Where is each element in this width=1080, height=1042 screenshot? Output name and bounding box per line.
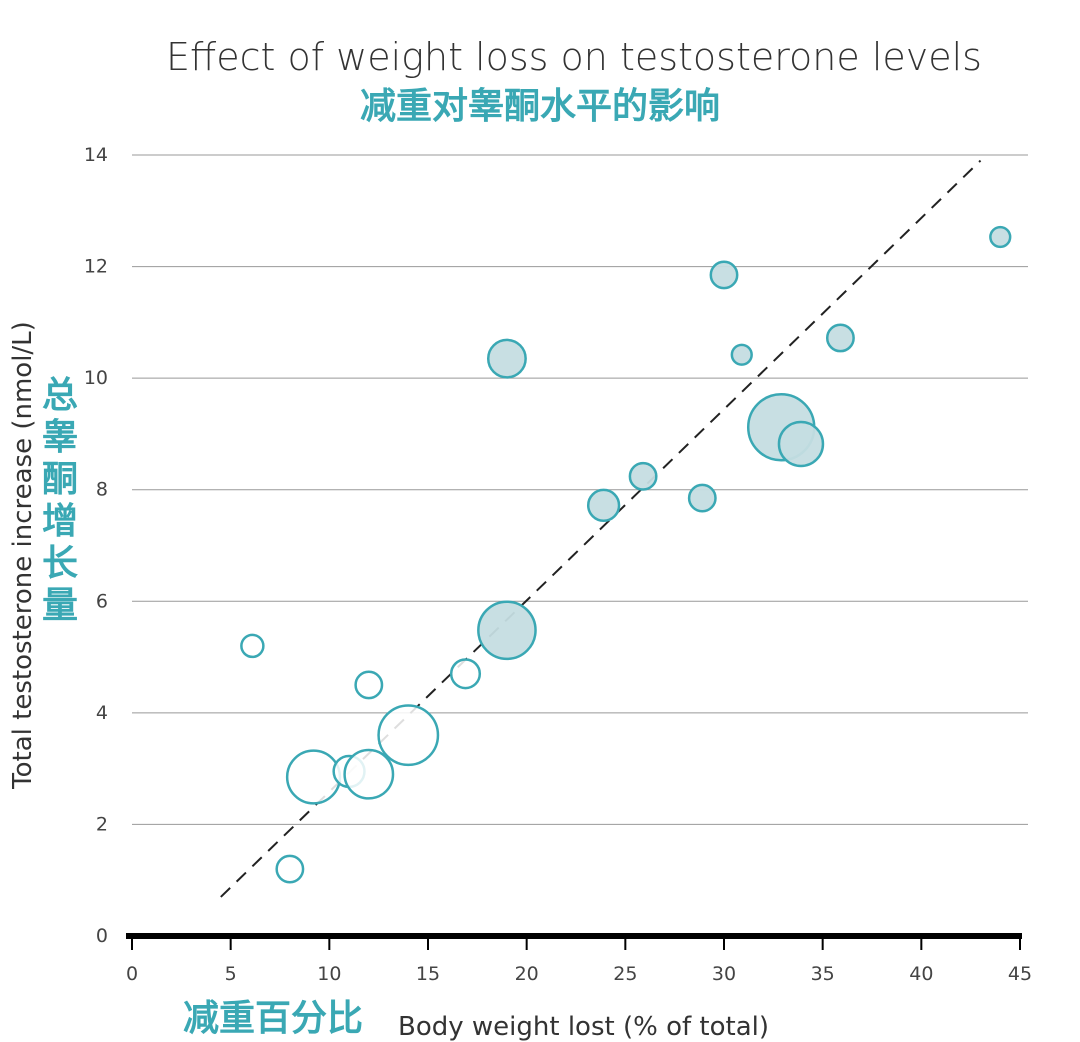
data-point <box>343 748 395 800</box>
y-axis-label-zh-char: 量 <box>42 585 78 626</box>
x-tick-label: 45 <box>1008 963 1032 985</box>
x-tick-label: 5 <box>225 963 237 985</box>
y-tick-label: 8 <box>96 479 108 501</box>
y-tick-label: 2 <box>96 813 108 835</box>
data-point <box>730 343 753 366</box>
data-point <box>709 260 739 290</box>
data-point <box>449 658 482 690</box>
gridlines <box>132 154 1028 825</box>
data-points <box>240 225 1012 884</box>
data-point <box>486 338 527 379</box>
data-point <box>628 461 658 491</box>
x-axis-label-zh: 减重百分比 <box>183 998 363 1039</box>
x-axis-label: Body weight lost (% of total) <box>398 1012 769 1042</box>
x-tick-label: 15 <box>416 963 440 985</box>
y-tick-label: 6 <box>96 590 108 612</box>
y-axis-label-zh-char: 睾 <box>42 417 78 458</box>
data-point <box>285 749 342 805</box>
x-tick-label: 10 <box>317 963 341 985</box>
data-point <box>687 483 717 513</box>
y-tick-label: 12 <box>84 256 108 278</box>
y-axis-label-zh-char: 长 <box>42 543 78 584</box>
y-axis-label-zh-char: 增 <box>42 501 78 542</box>
data-point <box>377 704 440 767</box>
data-point <box>777 420 825 468</box>
y-tick-label: 14 <box>84 144 108 166</box>
y-tick-label: 0 <box>96 925 108 947</box>
y-axis-label-zh-char: 总 <box>42 375 78 416</box>
y-axis-label-zh-char: 酮 <box>42 459 78 500</box>
data-point <box>240 633 265 659</box>
x-tick-label: 25 <box>613 963 637 985</box>
data-point <box>354 670 384 700</box>
y-tick-label: 4 <box>96 702 108 724</box>
x-tick-label: 20 <box>515 963 539 985</box>
y-tick-label: 10 <box>84 367 108 389</box>
data-point <box>477 600 537 661</box>
x-axis: 0 5 10 15 20 25 30 35 40 45 <box>126 933 1032 985</box>
data-point <box>586 488 621 522</box>
x-tick-label: 30 <box>712 963 736 985</box>
x-tick-label: 40 <box>909 963 933 985</box>
x-tick-label: 35 <box>811 963 835 985</box>
data-point <box>825 323 855 353</box>
y-axis-ticks: 0 2 4 6 8 10 12 14 <box>84 144 108 947</box>
x-tick-label: 0 <box>126 963 138 985</box>
chart-subtitle-zh: 减重对睾酮水平的影响 <box>360 86 720 127</box>
chart-title: Effect of weight loss on testosterone le… <box>166 35 982 79</box>
data-point <box>275 854 305 884</box>
data-point <box>989 225 1012 249</box>
y-axis-label: Total testosterone increase (nmol/L) <box>8 321 38 790</box>
